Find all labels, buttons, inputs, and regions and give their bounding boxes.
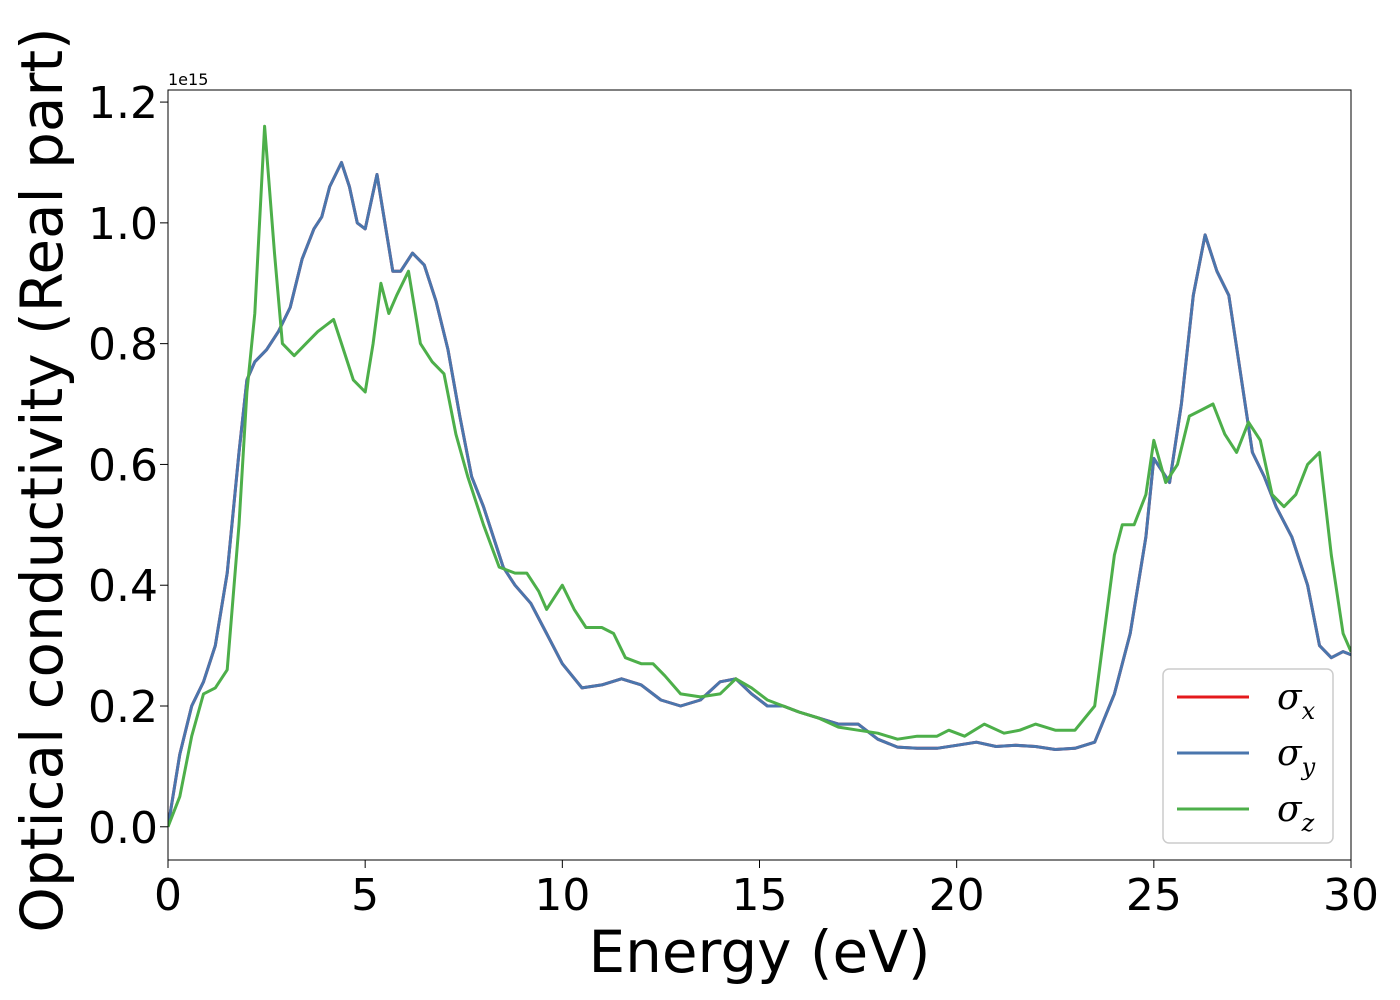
series-line-z	[168, 124, 1351, 828]
legend-label-y: σy	[1277, 733, 1316, 781]
y-tick-label: 0.4	[88, 561, 158, 612]
x-tick-label: 30	[1323, 870, 1379, 921]
series-layer	[168, 124, 1351, 828]
y-offset-label: 1e15	[168, 70, 208, 89]
x-tick-label: 5	[351, 870, 379, 921]
series-line-y	[168, 161, 1351, 828]
y-tick-label: 0.6	[88, 440, 158, 491]
y-tick-label: 0.8	[88, 320, 158, 371]
x-tick-label: 0	[154, 870, 182, 921]
y-tick-label: 1.2	[88, 78, 158, 129]
legend-label-z: σz	[1277, 789, 1315, 837]
x-tick-label: 25	[1126, 870, 1182, 921]
y-tick-label: 0.0	[88, 803, 158, 854]
x-tick-label: 20	[929, 870, 985, 921]
y-tick-label: 1.0	[88, 199, 158, 250]
y-axis-title: Optical conductivity (Real part)	[8, 27, 76, 932]
x-tick-label: 15	[732, 870, 788, 921]
x-axis-title: Energy (eV)	[588, 918, 930, 986]
y-tick-label: 0.2	[88, 682, 158, 733]
y-axis-ticks: 0.0 0.2 0.4 0.6 0.8 1.0 1.2	[88, 78, 168, 854]
x-axis-ticks: 0 5 10 15 20 25 30	[154, 860, 1379, 921]
legend-label-x: σx	[1277, 677, 1316, 725]
legend-box	[1162, 668, 1334, 844]
legend: σx σy σz	[1162, 668, 1334, 844]
x-tick-label: 10	[534, 870, 590, 921]
